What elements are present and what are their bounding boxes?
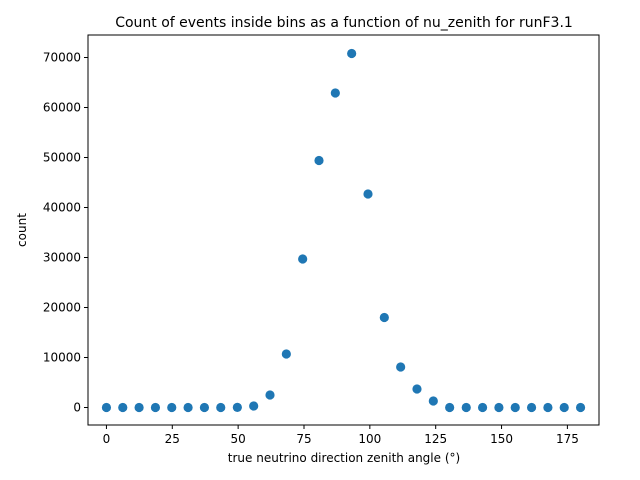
x-tick-label: 150 (490, 432, 513, 446)
data-point (379, 312, 389, 323)
data-point (461, 402, 471, 413)
x-tick-label: 50 (230, 432, 245, 446)
data-point (281, 349, 291, 359)
data-point (101, 402, 112, 413)
data-point (494, 402, 504, 413)
data-point (396, 362, 406, 372)
data-point (330, 88, 340, 98)
data-point (216, 402, 226, 413)
data-point (543, 402, 553, 413)
plot-frame (87, 34, 600, 426)
y-tick-label: 30000 (43, 251, 81, 265)
y-tick-label: 0 (73, 401, 81, 415)
data-point (134, 402, 144, 413)
x-tick-label: 0 (103, 432, 111, 446)
y-tick-label: 20000 (43, 301, 81, 315)
data-point (199, 402, 210, 413)
x-axis-label: true neutrino direction zenith angle (°) (228, 451, 460, 465)
data-point (559, 402, 569, 413)
x-tick-label: 175 (556, 432, 579, 446)
data-point (265, 390, 275, 400)
data-point (412, 384, 422, 394)
chart-title: Count of events inside bins as a functio… (115, 15, 573, 31)
data-point (347, 48, 357, 59)
data-point (167, 402, 177, 413)
data-point (249, 401, 259, 411)
data-point (363, 189, 373, 199)
data-point (118, 402, 128, 413)
data-point (150, 402, 161, 413)
data-points (101, 48, 586, 413)
x-tick-label: 75 (296, 432, 311, 446)
y-axis-label: count (15, 213, 29, 247)
data-point (510, 402, 520, 413)
x-tick-label: 100 (358, 432, 381, 446)
data-point (298, 254, 308, 264)
y-tick-label: 10000 (43, 351, 81, 365)
x-tick-label: 125 (424, 432, 447, 446)
data-point (183, 402, 193, 413)
data-point (575, 402, 586, 413)
data-point (526, 402, 537, 413)
data-point (477, 402, 488, 413)
x-axis-ticks: 0 25 50 75 100 125 150 175 (103, 425, 579, 446)
data-point (232, 402, 242, 412)
y-axis-ticks: 0 10000 20000 30000 40000 50000 60000 70000 (43, 51, 88, 415)
data-point (314, 155, 324, 166)
y-tick-label: 40000 (43, 201, 81, 215)
y-tick-label: 70000 (43, 51, 81, 65)
y-tick-label: 50000 (43, 151, 81, 165)
x-tick-label: 25 (165, 432, 180, 446)
y-tick-label: 60000 (43, 101, 81, 115)
data-point (428, 396, 438, 406)
data-point (445, 402, 455, 413)
